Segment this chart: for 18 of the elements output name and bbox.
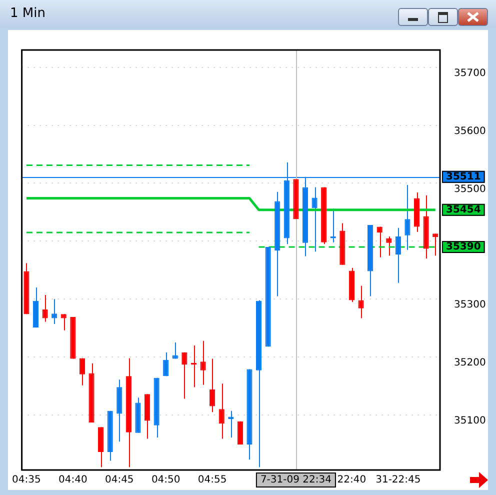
y-tick-label: 35200 — [454, 358, 486, 369]
y-tick-label: 35500 — [454, 184, 486, 195]
x-tick-label: 7-31-09 22:34 — [260, 474, 332, 486]
x-tick-label: 04:35 — [12, 474, 41, 486]
x-tick-label: 04:55 — [198, 474, 227, 486]
x-tick-label: 04:50 — [151, 474, 180, 486]
y-tick-label: 35700 — [454, 68, 486, 79]
x-tick-label: 31-22:45 — [376, 474, 421, 486]
chart-title: 1 Min — [10, 6, 46, 21]
data-label: 35454 — [446, 204, 481, 216]
x-tick-label: 04:45 — [104, 474, 134, 486]
ref-line-label: 35511 — [446, 171, 481, 182]
x-tick-label: 04:40 — [58, 474, 88, 486]
x-tick-label: 22:40 — [337, 474, 366, 486]
y-tick-label: 35600 — [454, 126, 486, 137]
y-tick-label: 35300 — [454, 300, 486, 311]
y-tick-label: 35100 — [454, 416, 486, 427]
data-label: 35390 — [446, 242, 481, 253]
